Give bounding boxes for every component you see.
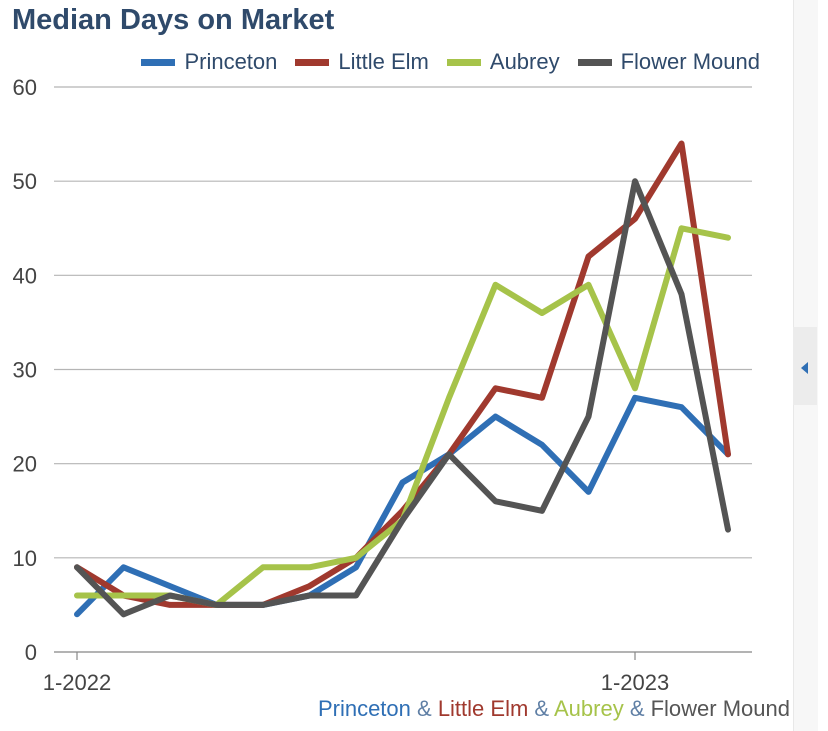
legend-swatch — [446, 58, 481, 66]
y-tick-label: 40 — [13, 263, 37, 288]
series-line-little-elm — [74, 140, 731, 608]
caption-series-name: Little Elm — [437, 696, 529, 721]
legend-item-princeton[interactable]: Princeton — [141, 49, 277, 75]
panel-toggle-button[interactable] — [793, 327, 817, 405]
legend-item-flower-mound[interactable]: Flower Mound — [577, 49, 760, 75]
caption-separator: & — [623, 696, 651, 721]
legend-label: Princeton — [184, 49, 278, 74]
y-tick-label: 0 — [25, 640, 37, 665]
legend-swatch — [141, 58, 176, 66]
y-tick-label: 50 — [13, 169, 37, 194]
legend-label: Aubrey — [489, 49, 560, 74]
x-tick-label: 1-2022 — [43, 670, 112, 695]
series-line-princeton — [74, 394, 731, 618]
y-tick-label: 60 — [13, 75, 37, 100]
y-tick-label: 10 — [13, 546, 37, 571]
legend-label: Flower Mound — [620, 49, 760, 74]
series-line-flower-mound — [74, 178, 731, 618]
x-tick-label: 1-2023 — [601, 670, 670, 695]
legend-swatch — [295, 58, 330, 66]
y-tick-label: 20 — [13, 452, 37, 477]
caption-separator: & — [528, 696, 554, 721]
series-caption: Princeton & Little Elm & Aubrey & Flower… — [318, 696, 790, 722]
legend-item-little-elm[interactable]: Little Elm — [295, 49, 429, 75]
legend-item-aubrey[interactable]: Aubrey — [446, 49, 560, 75]
caret-left-icon — [801, 362, 808, 374]
caption-series-name: Aubrey — [553, 696, 624, 721]
chart-legend: Princeton Little Elm Aubrey Flower Mound — [0, 48, 760, 76]
caption-series-name: Princeton — [317, 696, 411, 721]
chart-title: Median Days on Market — [12, 4, 335, 36]
caption-separator: & — [410, 696, 438, 721]
caption-series-name: Flower Mound — [650, 696, 790, 721]
legend-swatch — [577, 58, 612, 66]
series-line-aubrey — [74, 225, 731, 608]
line-chart: 0 10 20 30 40 50 60 1-2022 1-2023 — [13, 75, 752, 695]
y-tick-label: 30 — [13, 358, 37, 383]
legend-label: Little Elm — [338, 49, 429, 74]
